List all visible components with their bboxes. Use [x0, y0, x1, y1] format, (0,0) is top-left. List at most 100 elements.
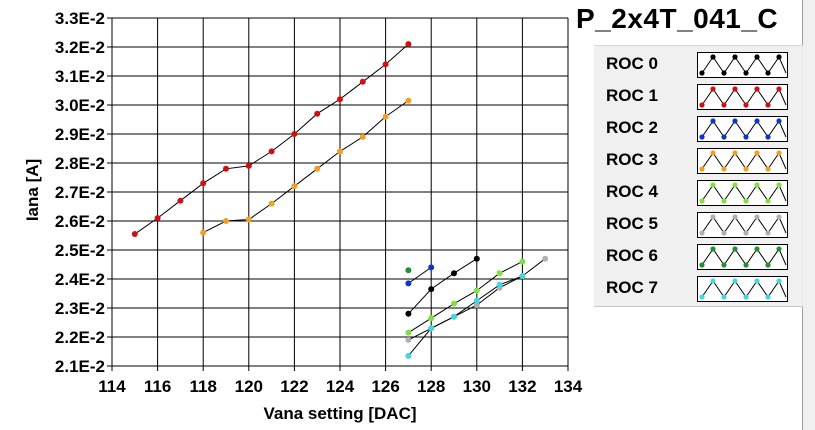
- data-point: [473, 302, 480, 309]
- data-point: [291, 131, 298, 137]
- data-point: [496, 270, 503, 277]
- series-roc-6: [405, 267, 412, 274]
- legend-swatch: [697, 244, 788, 270]
- data-point: [405, 336, 412, 343]
- y-tick-label: 3.0E-2: [55, 96, 105, 115]
- data-point: [268, 200, 275, 207]
- x-tick-label: 114: [98, 377, 126, 396]
- data-point: [245, 162, 252, 169]
- data-point: [428, 315, 435, 322]
- data-point: [405, 329, 412, 336]
- data-point: [268, 148, 275, 155]
- data-point: [473, 287, 480, 294]
- legend-swatch: [697, 84, 788, 110]
- y-tick-label: 2.5E-2: [55, 241, 105, 260]
- legend-label: ROC 1: [606, 86, 658, 105]
- series-line: [408, 275, 523, 357]
- y-tick-label: 2.1E-2: [55, 357, 105, 376]
- series-roc-0: [405, 255, 480, 317]
- x-tick-label: 130: [463, 377, 491, 396]
- y-tick-label: 3.2E-2: [55, 38, 105, 57]
- data-point: [154, 215, 161, 222]
- y-tick-label: 2.6E-2: [55, 212, 105, 231]
- grid: [107, 17, 569, 371]
- series-line: [408, 258, 478, 315]
- y-tick-label: 2.9E-2: [55, 125, 105, 144]
- data-point: [359, 133, 366, 140]
- data-point: [200, 229, 207, 236]
- series-line: [202, 100, 409, 234]
- data-point: [200, 180, 207, 187]
- series-roc-7: [405, 273, 526, 359]
- series-roc-2: [405, 264, 435, 287]
- legend-swatch: [697, 52, 788, 78]
- data-point: [314, 165, 321, 172]
- x-tick-label: 116: [144, 377, 171, 396]
- data-point: [428, 286, 435, 293]
- y-tick-label: 3.3E-2: [55, 9, 105, 28]
- y-tick-label: 2.3E-2: [55, 299, 105, 318]
- y-tick-label: 2.7E-2: [55, 183, 105, 202]
- data-point: [223, 218, 229, 224]
- data-point: [405, 310, 412, 317]
- data-point: [473, 297, 480, 304]
- legend-label: ROC 5: [606, 214, 658, 233]
- data-point: [314, 110, 321, 117]
- data-point: [223, 165, 229, 172]
- data-point: [337, 148, 343, 155]
- data-point: [451, 313, 457, 320]
- series-roc-4: [405, 258, 526, 336]
- legend-item: ROC 0: [594, 51, 802, 78]
- y-tick-label: 2.2E-2: [55, 328, 105, 347]
- x-tick-label: 126: [371, 377, 399, 396]
- legend-label: ROC 6: [606, 246, 658, 265]
- data-point: [542, 255, 549, 262]
- y-axis-label: Iana [A]: [23, 159, 42, 221]
- legend-label: ROC 0: [606, 54, 658, 73]
- data-point: [291, 183, 298, 190]
- data-point: [519, 273, 526, 280]
- data-point: [428, 264, 435, 271]
- x-tick-label: 118: [189, 377, 216, 396]
- legend: ROC 0 ROC 1 ROC 2 ROC 3 ROC 4 ROC 5 ROC 6 ROC 7: [594, 45, 803, 307]
- data-point: [428, 325, 435, 332]
- data-point: [337, 96, 343, 103]
- data-point: [382, 61, 389, 68]
- series-roc-3: [200, 97, 412, 236]
- data-point: [405, 352, 412, 359]
- legend-item: ROC 7: [594, 275, 802, 302]
- y-tick-label: 2.8E-2: [55, 154, 105, 173]
- data-point: [405, 41, 412, 48]
- data-point: [359, 78, 366, 85]
- data-point: [451, 270, 457, 277]
- legend-item: ROC 6: [594, 243, 802, 270]
- legend-label: ROC 4: [606, 182, 658, 201]
- y-tick-label: 2.4E-2: [55, 270, 105, 289]
- chart-title: P_2x4T_041_C: [576, 3, 779, 34]
- legend-swatch: [697, 180, 788, 206]
- series-roc-1: [131, 41, 412, 238]
- legend-item: ROC 1: [594, 83, 802, 110]
- x-tick-label: 132: [508, 377, 536, 396]
- x-tick-label: 122: [280, 377, 308, 396]
- data-point: [405, 280, 412, 287]
- x-axis-label: Vana setting [DAC]: [263, 404, 416, 423]
- legend-label: ROC 3: [606, 150, 658, 169]
- x-tick-label: 120: [235, 377, 263, 396]
- series-line: [408, 261, 523, 334]
- data-point: [519, 258, 526, 265]
- axis-ticks: 114 116 118 120 122 124 126 128 130 132 134 2.1E-2 2…: [55, 9, 583, 396]
- window-edge: [802, 0, 815, 430]
- data-point: [473, 255, 480, 262]
- x-tick-label: 128: [417, 377, 445, 396]
- legend-label: ROC 2: [606, 118, 658, 137]
- x-tick-label: 124: [326, 377, 355, 396]
- data-point: [382, 113, 389, 120]
- series-line: [408, 266, 432, 284]
- data-point: [451, 300, 457, 307]
- legend-swatch: [697, 148, 788, 174]
- data-point: [177, 197, 184, 204]
- data-point: [131, 231, 138, 238]
- y-tick-label: 3.1E-2: [55, 67, 105, 86]
